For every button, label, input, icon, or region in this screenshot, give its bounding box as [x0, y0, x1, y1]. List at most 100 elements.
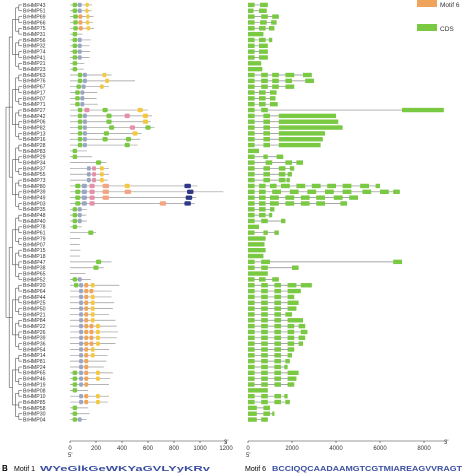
cds-box: [272, 189, 281, 194]
cds-box: [248, 341, 255, 346]
cds-box: [259, 8, 267, 13]
cds-box: [261, 329, 268, 335]
cds-box: [287, 288, 301, 294]
motif-box: [84, 312, 89, 317]
cds-box: [263, 230, 268, 235]
motif-box: [84, 329, 89, 335]
gene-structure-panel: [248, 2, 444, 422]
motif-box: [124, 183, 130, 189]
cds-box: [287, 329, 295, 335]
motif-box: [72, 43, 78, 48]
cds-box: [248, 300, 255, 305]
motif-box: [73, 14, 78, 19]
motif-box: [77, 43, 82, 48]
cds-box: [287, 172, 292, 177]
cds-box: [298, 335, 306, 340]
motif-box: [85, 20, 90, 25]
motif-box: [78, 14, 83, 19]
cds-box: [248, 14, 255, 19]
motif-box: [77, 207, 82, 212]
cds-box: [248, 160, 255, 165]
cds-box: [248, 177, 255, 183]
motif-box: [124, 142, 130, 148]
motif-box: [84, 376, 89, 381]
cds-box: [284, 394, 288, 399]
motif-box: [83, 113, 87, 119]
cds-box: [261, 370, 268, 376]
motif-box: [84, 353, 89, 358]
gene-label: BrHMP56: [23, 38, 46, 44]
gene-label: BrHMP15: [23, 248, 46, 254]
gene-label: BrHMP39: [23, 190, 46, 196]
cds-box: [248, 125, 255, 130]
cds-box: [261, 72, 268, 78]
cds-box: [248, 253, 264, 259]
cds-box: [259, 43, 268, 48]
motif-box: [81, 84, 86, 89]
motif-box: [72, 31, 78, 37]
cds-box: [263, 119, 270, 124]
motif-box: [79, 376, 83, 381]
cds-box: [284, 364, 288, 370]
cds-box: [248, 259, 255, 265]
cds-box: [285, 78, 292, 84]
protein-tick-label: 0: [68, 446, 72, 452]
motif-box: [72, 417, 78, 422]
cds-box: [248, 318, 255, 323]
cds-box: [248, 388, 268, 393]
motif-box: [77, 49, 82, 54]
motif-box: [84, 107, 90, 113]
gene-label: BrHMP50: [23, 307, 46, 313]
gene-label: BrHMP26: [23, 330, 46, 336]
motif-box: [84, 300, 89, 305]
motif-box: [84, 323, 89, 329]
cds-box: [261, 283, 268, 288]
motif-box: [96, 323, 100, 329]
gene-label: BrHMP04: [23, 417, 46, 423]
axes: 0 200 400 600 800 1000 1200 5' 3' 0 2000 4000 6000 80…: [68, 440, 448, 459]
motif-box: [72, 224, 78, 230]
motif-box: [159, 201, 167, 206]
motif-box: [77, 137, 83, 142]
motif1-logo: WYeGlkGeWKYaGVLYyKRv: [40, 466, 210, 473]
motif-box: [79, 312, 83, 317]
cds-box: [248, 417, 257, 422]
motif-box: [77, 218, 82, 224]
cds-box: [259, 37, 266, 43]
cds-box: [248, 37, 255, 43]
cds-box: [248, 358, 255, 364]
motif-box: [75, 102, 80, 107]
gene-label: BrHMP42: [23, 114, 46, 120]
cds-box: [248, 294, 255, 300]
cds-box: [248, 183, 255, 189]
cds-box: [248, 288, 255, 294]
cds-box: [261, 14, 268, 19]
motif-box: [86, 166, 91, 171]
cds-box: [261, 294, 268, 300]
cds-box: [259, 207, 266, 212]
cds-box: [248, 119, 255, 124]
motif-box: [102, 183, 109, 189]
gene-label: BrHMP37: [23, 166, 46, 172]
gene-label: BrHMP63: [23, 73, 46, 79]
motif-box: [145, 125, 151, 130]
cds-box: [274, 358, 281, 364]
motif-box: [72, 55, 78, 60]
cds-box: [305, 78, 314, 84]
cds-box: [248, 335, 255, 340]
motif-box: [125, 137, 132, 142]
motif-box: [79, 394, 83, 399]
cds-box: [261, 323, 268, 329]
gene-label: BrHMP21: [23, 61, 46, 67]
cds-box: [274, 312, 281, 317]
cds-box: [296, 183, 306, 189]
gene-label: BrHMP19: [23, 382, 46, 388]
protein-end-3: 3': [224, 440, 228, 446]
gene-label: BrHMP34: [23, 161, 46, 167]
motif-box: [72, 370, 78, 376]
gene-label: BrHMP75: [23, 26, 46, 32]
motif-box: [79, 364, 83, 370]
motif-box: [102, 195, 109, 200]
motif-box: [84, 358, 89, 364]
motif-box: [77, 55, 82, 60]
